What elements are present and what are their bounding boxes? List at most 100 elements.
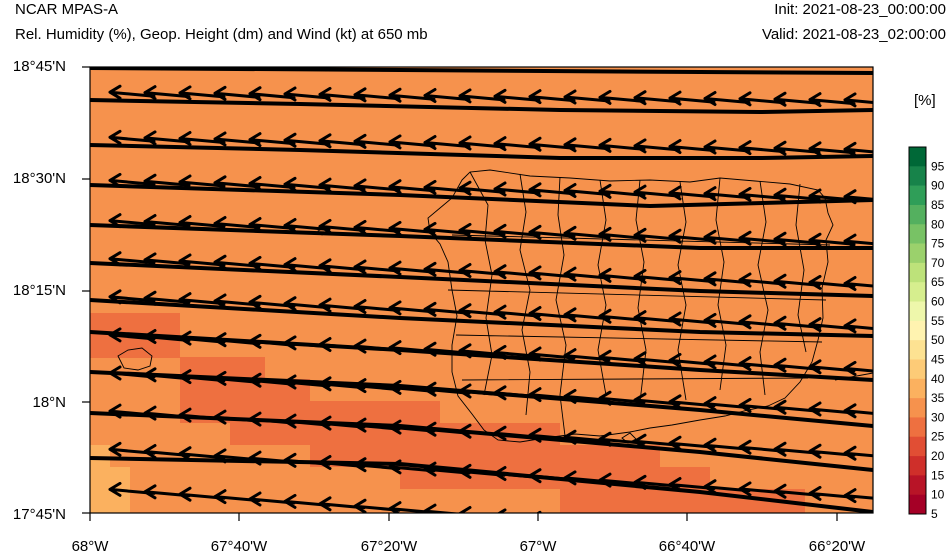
colorbar-swatch <box>909 398 926 418</box>
y-tick-label: 18°30'N <box>12 170 66 187</box>
colorbar-units: [%] <box>914 92 936 109</box>
y-tick-label: 17°45'N <box>12 506 66 523</box>
wind-barb <box>843 189 873 205</box>
wind-barb <box>843 360 873 376</box>
wind-barb <box>318 86 366 102</box>
colorbar-label: 25 <box>931 430 945 444</box>
colorbar-label: 95 <box>931 159 945 173</box>
wind-barb <box>563 137 611 153</box>
colorbar-label: 75 <box>931 237 945 251</box>
wind-barb <box>705 524 749 536</box>
colorbar-swatch <box>909 494 926 515</box>
x-tick-label: 66°40'W <box>658 538 716 555</box>
colorbar-label: 30 <box>931 410 945 424</box>
colorbar-swatch <box>909 320 926 341</box>
x-tick-label: 67°W <box>519 538 557 555</box>
wind-barb <box>388 87 436 103</box>
wind-barb <box>563 89 611 105</box>
wind-barb <box>178 131 226 146</box>
wind-barb <box>635 520 679 532</box>
wind-barb <box>633 90 681 106</box>
colorbar-label: 15 <box>931 468 945 482</box>
wind-barb <box>528 89 576 105</box>
wind-barb <box>458 88 506 104</box>
map-subtitle: Rel. Humidity (%), Geop. Height (dm) and… <box>15 26 428 43</box>
colorbar-label: 40 <box>931 372 945 386</box>
map-title: NCAR MPAS-A <box>15 1 119 18</box>
wind-barb <box>143 85 191 101</box>
colorbar-label: 55 <box>931 314 945 328</box>
colorbar-swatch <box>909 166 926 186</box>
wind-barb <box>565 515 609 527</box>
wind-barb <box>808 141 856 157</box>
colorbar-label: 20 <box>931 449 945 463</box>
wind-barb <box>423 135 471 150</box>
mona-island <box>117 347 153 371</box>
wind-barb <box>668 90 716 106</box>
wind-barb <box>808 92 856 108</box>
colorbar-swatch <box>909 417 926 438</box>
colorbar-swatch <box>909 301 926 322</box>
wind-barb <box>843 488 873 504</box>
colorbar-frame <box>908 146 927 515</box>
wind-barb <box>283 86 331 102</box>
wind-barb <box>740 527 784 539</box>
wind-barb <box>423 503 463 513</box>
wind-barb <box>843 403 873 419</box>
wind-barb <box>248 86 296 102</box>
wind-barb <box>670 522 714 534</box>
x-tick-label: 67°20'W <box>360 538 418 555</box>
colorbar-swatch <box>909 224 926 244</box>
wind-barb <box>845 534 889 546</box>
colorbar-label: 60 <box>931 295 945 309</box>
colorbar-label: 50 <box>931 333 945 347</box>
wind-barb <box>668 139 716 154</box>
wind-barb <box>318 133 366 149</box>
rh-field <box>90 67 873 513</box>
wind-barb <box>213 85 261 101</box>
valid-time: Valid: 2021-08-23_02:00:00 <box>761 26 946 43</box>
colorbar-swatch <box>909 475 926 495</box>
wind-barb <box>843 445 873 461</box>
colorbar-swatch <box>909 147 926 167</box>
wind-barb <box>775 529 819 541</box>
wind-barb <box>108 84 156 100</box>
wind-barb <box>600 517 644 529</box>
colorbar-swatch <box>909 204 926 225</box>
wind-barb <box>598 89 646 105</box>
geopotential-height-contours <box>90 67 873 513</box>
wind-barb <box>843 276 873 291</box>
wind-barb <box>535 510 542 513</box>
colorbar-label: 35 <box>931 391 945 405</box>
municipality-borders <box>447 171 831 437</box>
colorbar-swatch <box>909 282 926 302</box>
colorbar-swatch <box>909 436 926 457</box>
wind-barb <box>843 318 873 334</box>
colorbar-label: 80 <box>931 217 945 231</box>
colorbar-label: 10 <box>931 488 945 502</box>
colorbar-label: 90 <box>931 179 945 193</box>
wind-barb <box>353 87 401 103</box>
colorbar-label: 5 <box>931 507 938 521</box>
axis-ticks <box>82 66 838 521</box>
colorbar-swatch <box>909 378 926 399</box>
x-tick-label: 66°20'W <box>808 538 866 555</box>
y-tick-label: 18°N <box>32 394 66 411</box>
colorbar-label: 70 <box>931 256 945 270</box>
colorbar-swatch <box>909 456 926 476</box>
wind-barb <box>810 532 854 544</box>
init-time: Init: 2021-08-23_00:00:00 <box>774 1 946 18</box>
wind-barb <box>493 88 541 104</box>
wind-barb <box>843 141 873 157</box>
colorbar-swatch <box>909 340 926 360</box>
wind-barb <box>703 91 751 106</box>
wind-barbs <box>108 84 889 546</box>
wind-barb <box>178 85 226 101</box>
wind-barb <box>843 233 873 249</box>
wind-barb <box>773 91 821 107</box>
wind-barb <box>423 88 471 103</box>
y-tick-label: 18°15'N <box>12 282 66 299</box>
x-tick-label: 68°W <box>71 538 109 555</box>
colorbar-label: 85 <box>931 198 945 212</box>
